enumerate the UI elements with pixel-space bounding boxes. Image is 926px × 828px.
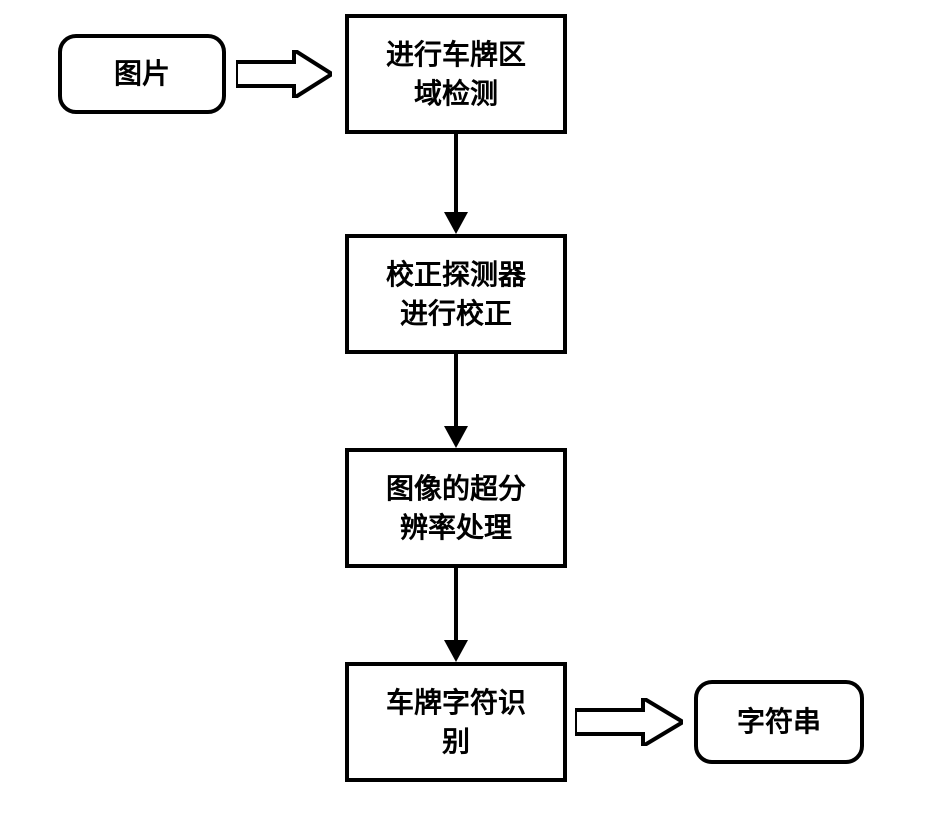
arrow-input-detect [236, 50, 332, 98]
node-output: 字符串 [694, 680, 864, 764]
node-superres-label: 图像的超分辨率处理 [386, 469, 526, 547]
node-superres: 图像的超分辨率处理 [345, 448, 567, 568]
node-detect-label: 进行车牌区域检测 [386, 35, 526, 113]
node-ocr-label: 车牌字符识别 [386, 683, 526, 761]
arrow-correct-superres [440, 354, 472, 448]
node-output-label: 字符串 [737, 702, 821, 741]
node-input: 图片 [58, 34, 226, 114]
arrow-superres-ocr [440, 568, 472, 662]
node-ocr: 车牌字符识别 [345, 662, 567, 782]
node-detect: 进行车牌区域检测 [345, 14, 567, 134]
arrow-ocr-output [575, 698, 683, 746]
node-correct: 校正探测器进行校正 [345, 234, 567, 354]
node-correct-label: 校正探测器进行校正 [386, 255, 526, 333]
node-input-label: 图片 [114, 54, 170, 93]
arrow-detect-correct [440, 134, 472, 234]
